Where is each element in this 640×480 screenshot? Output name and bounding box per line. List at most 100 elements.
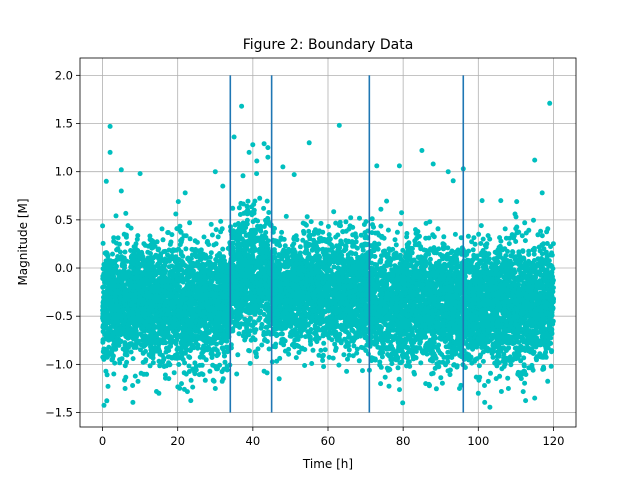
data-point xyxy=(318,220,324,226)
data-point xyxy=(178,339,184,345)
data-point xyxy=(213,293,219,299)
data-point xyxy=(200,302,206,308)
data-point xyxy=(199,253,205,259)
data-point xyxy=(189,265,194,270)
data-point xyxy=(213,364,219,370)
data-point xyxy=(205,238,210,244)
data-point xyxy=(187,348,193,353)
data-point xyxy=(146,264,152,270)
data-point xyxy=(160,237,166,243)
data-point xyxy=(148,294,154,300)
data-point xyxy=(218,340,224,345)
data-point xyxy=(198,296,204,302)
data-point xyxy=(114,314,120,320)
data-point xyxy=(262,282,268,288)
data-point xyxy=(239,298,245,304)
data-point xyxy=(148,255,154,261)
data-point xyxy=(216,305,222,311)
data-point xyxy=(247,264,253,270)
data-point xyxy=(193,319,198,325)
data-point xyxy=(234,322,240,328)
data-point xyxy=(197,362,203,368)
data-point xyxy=(262,337,267,343)
data-point xyxy=(168,303,174,309)
data-point xyxy=(232,298,238,304)
data-point xyxy=(238,257,244,263)
data-point xyxy=(110,251,115,257)
data-point xyxy=(244,252,250,258)
data-point xyxy=(247,360,253,366)
data-point xyxy=(157,351,163,357)
data-point xyxy=(202,287,208,293)
data-point xyxy=(156,256,162,262)
data-point xyxy=(147,233,153,239)
data-point xyxy=(206,271,212,277)
data-point xyxy=(142,343,148,348)
data-point xyxy=(164,328,170,334)
data-point xyxy=(151,345,157,351)
data-point xyxy=(100,240,106,246)
data-point xyxy=(181,370,187,376)
data-point xyxy=(173,254,179,260)
data-point xyxy=(117,269,123,275)
data-point xyxy=(100,223,106,229)
data-point xyxy=(128,248,134,253)
data-point xyxy=(105,307,111,313)
data-point xyxy=(162,262,168,268)
data-point xyxy=(164,345,169,351)
data-point xyxy=(188,398,194,404)
data-point xyxy=(257,287,263,293)
data-point xyxy=(160,288,166,294)
data-point xyxy=(240,229,246,235)
data-point xyxy=(175,199,181,205)
data-point xyxy=(197,265,203,271)
data-point xyxy=(125,223,131,229)
data-point xyxy=(254,158,260,164)
data-point xyxy=(125,335,131,341)
data-point xyxy=(211,334,217,340)
data-point xyxy=(114,300,119,306)
data-point xyxy=(139,333,145,339)
data-point xyxy=(106,337,112,343)
data-point xyxy=(266,210,272,215)
data-point xyxy=(274,358,280,364)
data-point xyxy=(193,276,199,282)
data-point xyxy=(234,237,240,243)
data-point xyxy=(153,269,159,274)
data-point xyxy=(163,268,169,274)
data-point xyxy=(235,221,241,226)
data-point xyxy=(203,340,209,346)
data-point xyxy=(147,363,153,369)
data-point xyxy=(126,269,132,275)
data-point xyxy=(182,326,188,332)
data-point xyxy=(157,363,163,369)
data-point xyxy=(110,356,116,362)
data-point xyxy=(261,205,267,211)
data-point xyxy=(149,353,155,359)
data-point xyxy=(219,226,225,232)
data-point xyxy=(245,281,251,287)
data-point xyxy=(128,316,134,322)
data-point xyxy=(106,344,112,350)
data-point xyxy=(119,280,125,286)
data-point xyxy=(213,286,219,292)
data-point xyxy=(173,294,179,300)
data-point xyxy=(102,272,108,278)
data-point xyxy=(263,230,269,235)
data-point xyxy=(264,301,270,307)
data-point xyxy=(159,280,165,286)
data-point xyxy=(265,250,271,256)
data-point xyxy=(152,334,158,340)
data-point xyxy=(179,267,185,273)
data-point xyxy=(256,317,262,323)
data-point xyxy=(209,305,215,311)
data-point xyxy=(187,220,193,226)
data-point xyxy=(145,300,151,306)
data-point xyxy=(181,262,187,268)
data-point xyxy=(241,246,247,252)
data-point xyxy=(103,320,109,326)
data-point xyxy=(238,286,244,292)
data-point xyxy=(264,198,270,204)
data-point xyxy=(183,311,189,317)
data-point xyxy=(131,287,136,293)
